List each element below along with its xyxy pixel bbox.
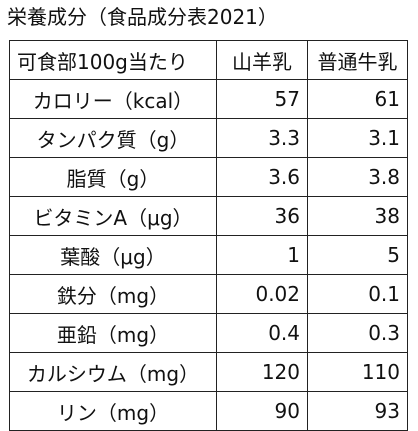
row-label: 亜鉛（mg） xyxy=(9,313,217,353)
cow-milk-value: 3.1 xyxy=(307,118,408,158)
row-label: カロリー（kcal） xyxy=(9,79,217,119)
table-row: 亜鉛（mg） 0.4 0.3 xyxy=(9,313,408,353)
table-row: ビタミンA（μg） 36 38 xyxy=(9,196,408,236)
row-label: 葉酸（μg） xyxy=(9,235,217,275)
goat-milk-value: 90 xyxy=(216,391,308,431)
cow-milk-value: 5 xyxy=(307,235,408,275)
table-row: 脂質（g） 3.6 3.8 xyxy=(9,157,408,197)
goat-milk-value: 120 xyxy=(216,352,308,392)
cow-milk-value: 0.1 xyxy=(307,274,408,314)
table-row: リン（mg） 90 93 xyxy=(9,391,408,431)
cow-milk-value: 61 xyxy=(307,79,408,119)
cow-milk-value: 110 xyxy=(307,352,408,392)
column-header-goat-milk: 山羊乳 xyxy=(216,40,308,80)
row-label: タンパク質（g） xyxy=(9,118,217,158)
goat-milk-value: 57 xyxy=(216,79,308,119)
table-row: 葉酸（μg） 1 5 xyxy=(9,235,408,275)
goat-milk-value: 36 xyxy=(216,196,308,236)
table-row: カルシウム（mg） 120 110 xyxy=(9,352,408,392)
table-header-row: 可食部100g当たり 山羊乳 普通牛乳 xyxy=(9,40,408,80)
goat-milk-value: 3.3 xyxy=(216,118,308,158)
row-label: カルシウム（mg） xyxy=(9,352,217,392)
row-label: リン（mg） xyxy=(9,391,217,431)
row-label: 鉄分（mg） xyxy=(9,274,217,314)
goat-milk-value: 0.02 xyxy=(216,274,308,314)
cow-milk-value: 0.3 xyxy=(307,313,408,353)
column-header-label: 可食部100g当たり xyxy=(9,40,217,80)
column-header-cow-milk: 普通牛乳 xyxy=(307,40,408,80)
table-row: 鉄分（mg） 0.02 0.1 xyxy=(9,274,408,314)
row-label: 脂質（g） xyxy=(9,157,217,197)
cow-milk-value: 38 xyxy=(307,196,408,236)
nutrition-table: 可食部100g当たり 山羊乳 普通牛乳 カロリー（kcal） 57 61 タンパ… xyxy=(9,40,408,431)
table-row: カロリー（kcal） 57 61 xyxy=(9,79,408,119)
cow-milk-value: 3.8 xyxy=(307,157,408,197)
cow-milk-value: 93 xyxy=(307,391,408,431)
page-title: 栄養成分（食品成分表2021） xyxy=(7,5,278,29)
goat-milk-value: 3.6 xyxy=(216,157,308,197)
goat-milk-value: 0.4 xyxy=(216,313,308,353)
goat-milk-value: 1 xyxy=(216,235,308,275)
table-row: タンパク質（g） 3.3 3.1 xyxy=(9,118,408,158)
row-label: ビタミンA（μg） xyxy=(9,196,217,236)
